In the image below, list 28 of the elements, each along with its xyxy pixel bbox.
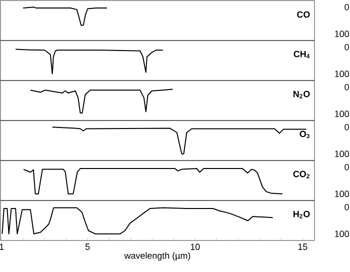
y-tick-label: 0: [344, 4, 349, 10]
text: CO: [297, 11, 310, 18]
y-tick-label: 100: [335, 230, 349, 238]
line-series: [52, 126, 307, 154]
x-tick-label: 10: [190, 244, 200, 250]
text: N$_{2}$O: [293, 90, 310, 98]
x-tick-label: 5: [85, 244, 90, 250]
text: H$_{2}$O: [293, 210, 310, 218]
y-tick-label: 100: [335, 30, 349, 38]
y-tick-label: 0: [344, 124, 349, 130]
y-tick-label: 0: [344, 204, 349, 210]
y-tick-label: 0: [344, 44, 349, 50]
x-tick-label: 15: [298, 244, 308, 250]
line-series: [23, 168, 283, 194]
text: CH$_{4}$: [294, 50, 310, 58]
y-tick-label: 0: [344, 164, 349, 170]
line-series: [15, 48, 164, 74]
x-axis-title: wavelength (µm): [124, 252, 190, 261]
text: CO$_{2}$: [293, 170, 310, 178]
line-series: [30, 88, 174, 114]
y-tick-label: 100: [335, 110, 349, 118]
y-tick-label: 100: [335, 70, 349, 78]
y-tick-label: 0: [344, 84, 349, 90]
y-tick-label: 100: [335, 190, 349, 198]
x-tick-label: 1: [0, 244, 4, 250]
line-series: [22, 6, 108, 26]
y-tick-label: 100: [335, 150, 349, 158]
text: O$_{3}$: [300, 130, 310, 138]
